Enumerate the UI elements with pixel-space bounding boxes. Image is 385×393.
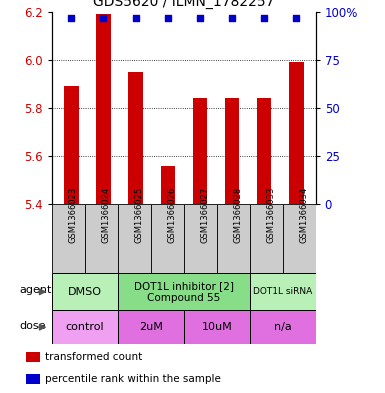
Bar xyxy=(64,86,79,204)
Point xyxy=(293,15,300,21)
Text: GSM1366028: GSM1366028 xyxy=(233,187,242,243)
Text: dose: dose xyxy=(20,321,46,331)
Text: GSM1366026: GSM1366026 xyxy=(167,187,176,243)
Text: GSM1366034: GSM1366034 xyxy=(299,187,308,243)
Text: DOT1L inhibitor [2]
Compound 55: DOT1L inhibitor [2] Compound 55 xyxy=(134,281,234,303)
Bar xyxy=(217,204,250,273)
Bar xyxy=(250,204,283,273)
Bar xyxy=(26,374,40,384)
Bar xyxy=(250,273,316,310)
Text: DMSO: DMSO xyxy=(68,287,102,297)
Bar xyxy=(151,204,184,273)
Text: GSM1366024: GSM1366024 xyxy=(101,187,110,243)
Bar xyxy=(118,273,250,310)
Point xyxy=(68,15,74,21)
Bar xyxy=(118,310,184,344)
Point xyxy=(165,15,171,21)
Text: GSM1366025: GSM1366025 xyxy=(134,187,143,243)
Text: DOT1L siRNA: DOT1L siRNA xyxy=(253,287,312,296)
Bar xyxy=(161,166,175,204)
Point xyxy=(229,15,235,21)
Bar xyxy=(250,310,316,344)
Bar xyxy=(289,62,304,204)
Point xyxy=(197,15,203,21)
Bar xyxy=(184,310,250,344)
Bar xyxy=(85,204,118,273)
Text: GSM1366023: GSM1366023 xyxy=(69,187,77,243)
Bar xyxy=(118,204,151,273)
Bar xyxy=(128,72,143,204)
Text: 2uM: 2uM xyxy=(139,322,163,332)
Bar xyxy=(184,204,217,273)
Bar xyxy=(96,14,110,204)
Title: GDS5620 / ILMN_1782257: GDS5620 / ILMN_1782257 xyxy=(93,0,275,9)
Text: GSM1366027: GSM1366027 xyxy=(200,187,209,243)
Text: GSM1366033: GSM1366033 xyxy=(266,187,275,243)
Bar xyxy=(283,204,316,273)
Text: agent: agent xyxy=(20,285,52,295)
Bar xyxy=(52,310,118,344)
Point xyxy=(100,15,107,21)
Bar xyxy=(26,352,40,362)
Bar xyxy=(225,98,239,204)
Text: control: control xyxy=(65,322,104,332)
Point xyxy=(261,15,267,21)
Text: 10uM: 10uM xyxy=(201,322,232,332)
Bar xyxy=(52,204,85,273)
Text: transformed count: transformed count xyxy=(45,351,142,362)
Bar xyxy=(192,98,207,204)
Bar xyxy=(257,98,271,204)
Text: n/a: n/a xyxy=(274,322,291,332)
Bar xyxy=(52,273,118,310)
Text: percentile rank within the sample: percentile rank within the sample xyxy=(45,374,221,384)
Point xyxy=(132,15,139,21)
